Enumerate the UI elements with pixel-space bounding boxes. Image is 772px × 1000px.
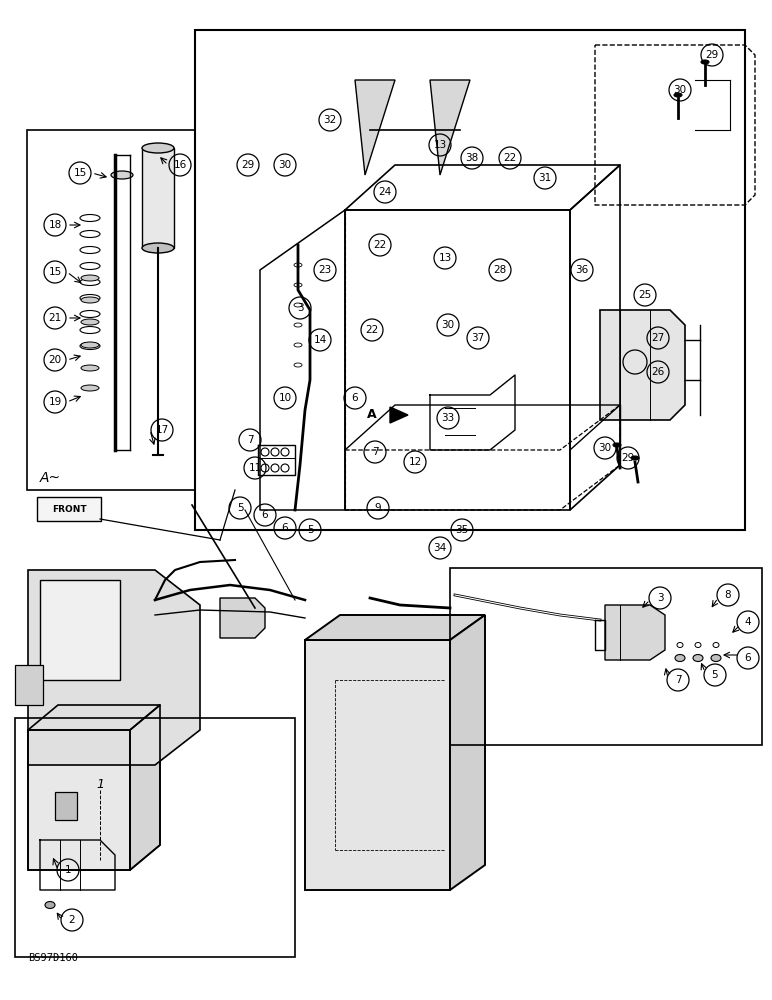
Text: 25: 25 xyxy=(638,290,652,300)
Text: 34: 34 xyxy=(433,543,447,553)
Text: 3: 3 xyxy=(657,593,663,603)
Text: 20: 20 xyxy=(49,355,62,365)
Text: 30: 30 xyxy=(442,320,455,330)
Ellipse shape xyxy=(613,443,621,447)
Polygon shape xyxy=(28,705,160,730)
Text: 15: 15 xyxy=(73,168,86,178)
Polygon shape xyxy=(390,407,408,423)
Text: 1: 1 xyxy=(96,778,104,792)
Polygon shape xyxy=(450,615,485,890)
Ellipse shape xyxy=(81,365,99,371)
Ellipse shape xyxy=(81,342,99,348)
Ellipse shape xyxy=(631,456,639,460)
Ellipse shape xyxy=(111,171,133,179)
Text: 14: 14 xyxy=(313,335,327,345)
Text: 12: 12 xyxy=(408,457,422,467)
Ellipse shape xyxy=(81,385,99,391)
Text: 32: 32 xyxy=(323,115,337,125)
Ellipse shape xyxy=(81,275,99,281)
Text: 11: 11 xyxy=(249,463,262,473)
Text: 17: 17 xyxy=(155,425,168,435)
Ellipse shape xyxy=(675,654,685,662)
Text: 6: 6 xyxy=(262,510,269,520)
Bar xyxy=(142,148,174,248)
Bar xyxy=(195,30,745,530)
Text: 24: 24 xyxy=(378,187,391,197)
Ellipse shape xyxy=(142,243,174,253)
Text: 4: 4 xyxy=(745,617,751,627)
Bar xyxy=(15,665,43,705)
Text: 28: 28 xyxy=(493,265,506,275)
Text: 19: 19 xyxy=(49,397,62,407)
Ellipse shape xyxy=(45,902,55,908)
Ellipse shape xyxy=(693,654,703,662)
Text: 7: 7 xyxy=(371,447,378,457)
Text: 3: 3 xyxy=(296,303,303,313)
Text: 38: 38 xyxy=(466,153,479,163)
Ellipse shape xyxy=(81,319,99,325)
Text: 30: 30 xyxy=(598,443,611,453)
Text: 29: 29 xyxy=(242,160,255,170)
Polygon shape xyxy=(305,615,485,640)
Ellipse shape xyxy=(142,143,174,153)
Text: BS97D160: BS97D160 xyxy=(28,953,78,963)
Text: 8: 8 xyxy=(725,590,731,600)
Text: 6: 6 xyxy=(282,523,288,533)
Text: 13: 13 xyxy=(438,253,452,263)
Text: 35: 35 xyxy=(455,525,469,535)
Polygon shape xyxy=(430,80,470,175)
Text: 10: 10 xyxy=(279,393,292,403)
Text: 1: 1 xyxy=(65,865,71,875)
Ellipse shape xyxy=(711,654,721,662)
Polygon shape xyxy=(220,598,265,638)
Text: 31: 31 xyxy=(538,173,552,183)
Text: 22: 22 xyxy=(365,325,378,335)
Polygon shape xyxy=(305,640,450,890)
Polygon shape xyxy=(600,310,685,420)
Polygon shape xyxy=(355,80,395,175)
Text: 37: 37 xyxy=(472,333,485,343)
Text: 5: 5 xyxy=(306,525,313,535)
Polygon shape xyxy=(40,580,120,680)
Text: 27: 27 xyxy=(652,333,665,343)
Polygon shape xyxy=(28,730,130,870)
FancyBboxPatch shape xyxy=(37,497,101,521)
Text: 30: 30 xyxy=(279,160,292,170)
Text: 7: 7 xyxy=(247,435,253,445)
Bar xyxy=(55,792,77,820)
Text: A: A xyxy=(367,408,377,422)
Text: 15: 15 xyxy=(49,267,62,277)
Polygon shape xyxy=(605,605,665,660)
Text: 22: 22 xyxy=(503,153,516,163)
Text: 6: 6 xyxy=(745,653,751,663)
Polygon shape xyxy=(130,705,160,870)
Text: 7: 7 xyxy=(675,675,682,685)
Text: 21: 21 xyxy=(49,313,62,323)
Ellipse shape xyxy=(674,93,682,97)
Text: 36: 36 xyxy=(575,265,588,275)
Text: A~: A~ xyxy=(40,471,61,485)
Text: 5: 5 xyxy=(237,503,243,513)
Bar xyxy=(27,130,195,490)
Text: 5: 5 xyxy=(712,670,718,680)
Bar xyxy=(450,568,762,745)
Text: 9: 9 xyxy=(374,503,381,513)
Text: 2: 2 xyxy=(69,915,76,925)
Polygon shape xyxy=(28,570,200,765)
Text: 6: 6 xyxy=(352,393,358,403)
Text: 23: 23 xyxy=(318,265,332,275)
Text: 33: 33 xyxy=(442,413,455,423)
Text: 13: 13 xyxy=(433,140,447,150)
Text: 29: 29 xyxy=(621,453,635,463)
Text: 16: 16 xyxy=(174,160,187,170)
Text: FRONT: FRONT xyxy=(52,504,86,514)
Text: 29: 29 xyxy=(706,50,719,60)
Bar xyxy=(15,718,295,957)
Text: 18: 18 xyxy=(49,220,62,230)
Ellipse shape xyxy=(81,297,99,303)
Ellipse shape xyxy=(701,60,709,64)
Text: 30: 30 xyxy=(673,85,686,95)
Text: 26: 26 xyxy=(652,367,665,377)
Text: 22: 22 xyxy=(374,240,387,250)
